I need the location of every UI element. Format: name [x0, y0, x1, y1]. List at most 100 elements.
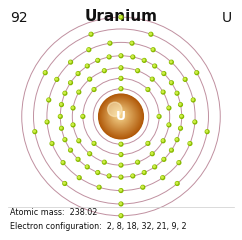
- Circle shape: [132, 56, 133, 57]
- Circle shape: [120, 153, 121, 155]
- Circle shape: [103, 98, 139, 134]
- Circle shape: [116, 112, 123, 119]
- Circle shape: [192, 99, 194, 101]
- Circle shape: [116, 111, 124, 119]
- Circle shape: [46, 121, 48, 122]
- Circle shape: [63, 138, 67, 142]
- Circle shape: [60, 103, 62, 105]
- Circle shape: [151, 153, 153, 154]
- Circle shape: [108, 175, 110, 176]
- Circle shape: [119, 54, 123, 58]
- Circle shape: [108, 56, 110, 57]
- Circle shape: [179, 103, 182, 107]
- Circle shape: [120, 164, 121, 166]
- Circle shape: [205, 130, 209, 133]
- Circle shape: [184, 78, 186, 80]
- Circle shape: [179, 103, 181, 105]
- Text: 92: 92: [10, 11, 28, 25]
- Circle shape: [89, 78, 90, 80]
- Circle shape: [119, 66, 123, 70]
- Circle shape: [170, 82, 172, 83]
- Circle shape: [119, 142, 123, 146]
- Circle shape: [93, 142, 95, 144]
- Circle shape: [206, 131, 208, 132]
- Circle shape: [131, 174, 135, 178]
- Circle shape: [102, 160, 106, 164]
- Circle shape: [120, 66, 121, 68]
- Circle shape: [76, 157, 80, 161]
- Circle shape: [69, 81, 72, 85]
- Circle shape: [86, 166, 88, 167]
- Circle shape: [158, 115, 159, 117]
- Circle shape: [114, 109, 126, 122]
- Circle shape: [151, 77, 154, 81]
- Circle shape: [109, 42, 110, 44]
- Circle shape: [60, 126, 63, 130]
- Circle shape: [146, 88, 150, 91]
- Circle shape: [93, 88, 95, 90]
- Circle shape: [44, 72, 46, 73]
- Circle shape: [120, 77, 121, 79]
- Text: Electron configuration:  2, 8, 18, 32, 21, 9, 2: Electron configuration: 2, 8, 18, 32, 21…: [10, 222, 187, 231]
- Circle shape: [118, 114, 121, 117]
- Circle shape: [136, 70, 138, 71]
- Circle shape: [161, 176, 163, 178]
- Circle shape: [90, 33, 91, 35]
- Circle shape: [109, 105, 131, 127]
- Circle shape: [120, 176, 121, 178]
- Circle shape: [170, 61, 172, 63]
- Circle shape: [176, 182, 178, 184]
- Circle shape: [167, 123, 171, 127]
- Circle shape: [146, 142, 150, 145]
- Circle shape: [64, 92, 65, 94]
- Circle shape: [47, 98, 51, 102]
- Circle shape: [59, 115, 61, 117]
- Circle shape: [149, 32, 153, 36]
- Circle shape: [181, 115, 182, 117]
- Circle shape: [69, 60, 73, 64]
- Circle shape: [78, 140, 79, 141]
- Circle shape: [176, 92, 178, 94]
- Circle shape: [120, 54, 121, 56]
- Circle shape: [112, 107, 129, 124]
- Circle shape: [168, 107, 169, 108]
- Circle shape: [176, 138, 178, 140]
- Circle shape: [169, 60, 173, 64]
- Circle shape: [147, 142, 148, 144]
- Circle shape: [77, 90, 81, 94]
- Circle shape: [64, 182, 65, 184]
- Circle shape: [175, 182, 179, 185]
- Circle shape: [108, 102, 122, 116]
- Circle shape: [119, 202, 123, 206]
- Circle shape: [101, 97, 140, 136]
- Circle shape: [113, 108, 127, 123]
- Circle shape: [153, 166, 155, 167]
- Circle shape: [119, 153, 123, 156]
- Circle shape: [58, 114, 62, 118]
- Circle shape: [153, 65, 155, 66]
- Circle shape: [153, 64, 157, 68]
- Circle shape: [85, 165, 89, 169]
- Circle shape: [77, 139, 81, 143]
- Circle shape: [151, 48, 155, 52]
- Circle shape: [47, 99, 49, 101]
- Circle shape: [82, 115, 83, 117]
- Circle shape: [43, 71, 47, 75]
- Circle shape: [195, 71, 199, 75]
- Circle shape: [56, 78, 57, 80]
- Circle shape: [196, 72, 197, 73]
- Circle shape: [115, 111, 124, 120]
- Text: Atomic mass:  238.02: Atomic mass: 238.02: [10, 208, 98, 217]
- Circle shape: [114, 110, 126, 121]
- Circle shape: [107, 174, 111, 178]
- Circle shape: [96, 59, 100, 62]
- Circle shape: [119, 189, 123, 192]
- Circle shape: [162, 72, 166, 75]
- Circle shape: [88, 48, 89, 50]
- Circle shape: [102, 98, 139, 135]
- Circle shape: [119, 15, 123, 19]
- Circle shape: [131, 42, 133, 44]
- Circle shape: [63, 91, 67, 95]
- Circle shape: [163, 72, 164, 74]
- Circle shape: [136, 160, 140, 164]
